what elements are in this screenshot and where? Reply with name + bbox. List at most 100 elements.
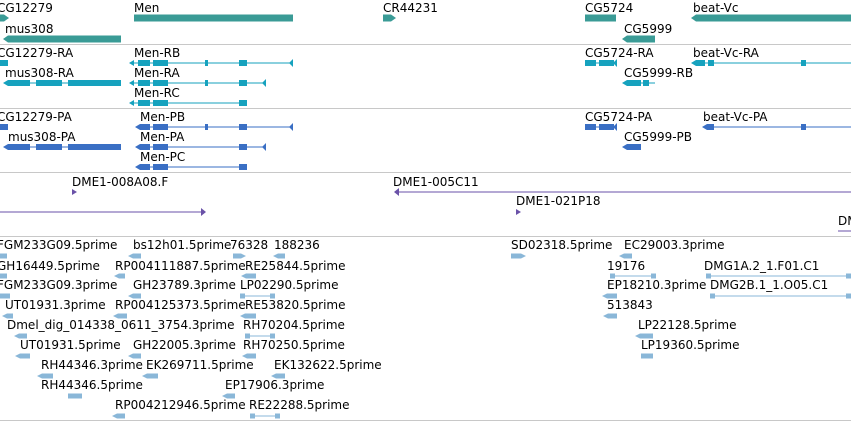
transcript-glyph[interactable] xyxy=(153,60,168,66)
est-glyph[interactable] xyxy=(273,253,278,259)
transcript-glyph[interactable] xyxy=(585,60,596,66)
transcript-glyph[interactable] xyxy=(239,60,247,66)
est-label[interactable]: EK269711.5prime xyxy=(146,358,254,372)
est-label[interactable]: FGM233G09.5prime xyxy=(0,238,118,252)
transcript-glyph[interactable] xyxy=(613,59,617,67)
protein-label[interactable]: beat-Vc-PA xyxy=(703,110,768,124)
protein-glyph[interactable] xyxy=(135,164,140,170)
transcript-glyph[interactable] xyxy=(138,60,150,66)
protein-glyph[interactable] xyxy=(707,124,714,130)
est-glyph[interactable] xyxy=(276,373,285,379)
est-label[interactable]: RE22288.5prime xyxy=(249,398,350,412)
est-glyph[interactable] xyxy=(128,293,133,299)
transcript-glyph[interactable] xyxy=(129,60,134,66)
transcript-glyph[interactable] xyxy=(153,80,168,86)
gene-glyph[interactable] xyxy=(391,14,396,22)
est-label[interactable]: GH23789.3prime xyxy=(133,278,236,292)
est-glyph[interactable] xyxy=(133,353,141,359)
protein-glyph[interactable] xyxy=(205,124,208,130)
protein-label[interactable]: Men-PA xyxy=(140,130,185,144)
protein-glyph[interactable] xyxy=(622,144,627,150)
est-glyph[interactable] xyxy=(0,253,7,259)
est-glyph[interactable] xyxy=(0,273,7,279)
transcript-glyph[interactable] xyxy=(138,100,150,106)
transcript-label[interactable]: mus308-RA xyxy=(5,66,74,80)
transcript-glyph[interactable] xyxy=(129,100,134,106)
est-glyph[interactable] xyxy=(7,313,13,319)
est-glyph[interactable] xyxy=(240,313,245,319)
est-label[interactable]: FGM233G09.3prime xyxy=(0,278,118,292)
gene-glyph[interactable] xyxy=(134,14,293,22)
est-glyph[interactable] xyxy=(706,273,711,279)
transcript-glyph[interactable] xyxy=(68,80,121,86)
est-glyph[interactable] xyxy=(608,313,617,319)
est-glyph[interactable] xyxy=(20,353,30,359)
est-glyph[interactable] xyxy=(227,393,235,399)
transcript-glyph[interactable] xyxy=(205,60,208,66)
est-glyph[interactable] xyxy=(19,333,27,339)
est-label[interactable]: EP17906.3prime xyxy=(225,378,325,392)
est-glyph[interactable] xyxy=(15,353,20,359)
est-glyph[interactable] xyxy=(128,253,133,259)
est-label[interactable]: Dmel_dig_014338_0611_3754.3prime xyxy=(7,318,235,332)
protein-glyph[interactable] xyxy=(153,164,168,170)
est-label[interactable]: EK132622.5prime xyxy=(274,358,382,372)
est-glyph[interactable] xyxy=(607,293,617,299)
est-label[interactable]: RP004125373.5prime xyxy=(115,298,246,312)
protein-glyph[interactable] xyxy=(8,144,30,150)
est-glyph[interactable] xyxy=(846,273,851,279)
est-glyph[interactable] xyxy=(603,313,608,319)
est-glyph[interactable] xyxy=(37,373,42,379)
transcript-glyph[interactable] xyxy=(205,80,208,86)
est-glyph[interactable] xyxy=(270,333,275,339)
gene-glyph[interactable] xyxy=(627,35,655,43)
est-glyph[interactable] xyxy=(222,393,227,399)
gene-glyph[interactable] xyxy=(585,14,616,22)
est-glyph[interactable] xyxy=(42,373,53,379)
transcript-label[interactable]: CG12279-RA xyxy=(0,46,74,60)
gene-label[interactable]: CG5999 xyxy=(624,22,673,36)
est-glyph[interactable] xyxy=(521,253,526,259)
est-glyph[interactable] xyxy=(275,413,280,419)
protein-glyph[interactable] xyxy=(627,144,641,150)
est-glyph[interactable] xyxy=(117,413,125,419)
protein-glyph[interactable] xyxy=(239,124,247,130)
transcript-label[interactable]: CG5999-RB xyxy=(624,66,694,80)
protein-glyph[interactable] xyxy=(0,124,8,130)
transcript-glyph[interactable] xyxy=(239,100,247,106)
transcript-glyph[interactable] xyxy=(801,60,806,66)
est-label[interactable]: EP18210.3prime xyxy=(607,278,707,292)
est-label[interactable]: DMG1A.2_1.F01.C1 xyxy=(704,259,820,273)
protein-glyph[interactable] xyxy=(140,144,150,150)
protein-glyph[interactable] xyxy=(135,124,140,130)
est-glyph[interactable] xyxy=(240,293,245,299)
transcript-label[interactable]: CG5724-RA xyxy=(585,46,654,60)
est-glyph[interactable] xyxy=(245,333,250,339)
est-glyph[interactable] xyxy=(250,413,255,419)
est-glyph[interactable] xyxy=(128,353,133,359)
gene-glyph[interactable] xyxy=(622,35,627,43)
est-label[interactable]: LP19360.5prime xyxy=(641,338,740,352)
transcript-label[interactable]: beat-Vc-RA xyxy=(693,46,759,60)
transcript-glyph[interactable] xyxy=(599,60,614,66)
gene-label[interactable]: beat-Vc xyxy=(693,1,739,15)
gene-label[interactable]: CG5724 xyxy=(585,1,634,15)
transcript-glyph[interactable] xyxy=(262,79,266,87)
est-label[interactable]: 188236 xyxy=(274,238,320,252)
est-glyph[interactable] xyxy=(114,273,119,279)
protein-glyph[interactable] xyxy=(585,124,596,130)
gene-label[interactable]: CG12279 xyxy=(0,1,53,15)
est-glyph[interactable] xyxy=(247,353,256,359)
clone-label[interactable]: DM xyxy=(838,214,851,228)
transcript-glyph[interactable] xyxy=(129,80,134,86)
gene-glyph[interactable] xyxy=(4,14,9,22)
est-label[interactable]: GH16449.5prime xyxy=(0,259,100,273)
gene-glyph[interactable] xyxy=(8,35,121,43)
est-glyph[interactable] xyxy=(278,253,285,259)
gene-glyph[interactable] xyxy=(3,35,8,43)
transcript-label[interactable]: Men-RA xyxy=(134,66,180,80)
est-label[interactable]: LP02290.5prime xyxy=(240,278,339,292)
est-label[interactable]: 19176 xyxy=(607,259,646,273)
est-glyph[interactable] xyxy=(511,253,521,259)
gene-glyph[interactable] xyxy=(696,14,851,22)
